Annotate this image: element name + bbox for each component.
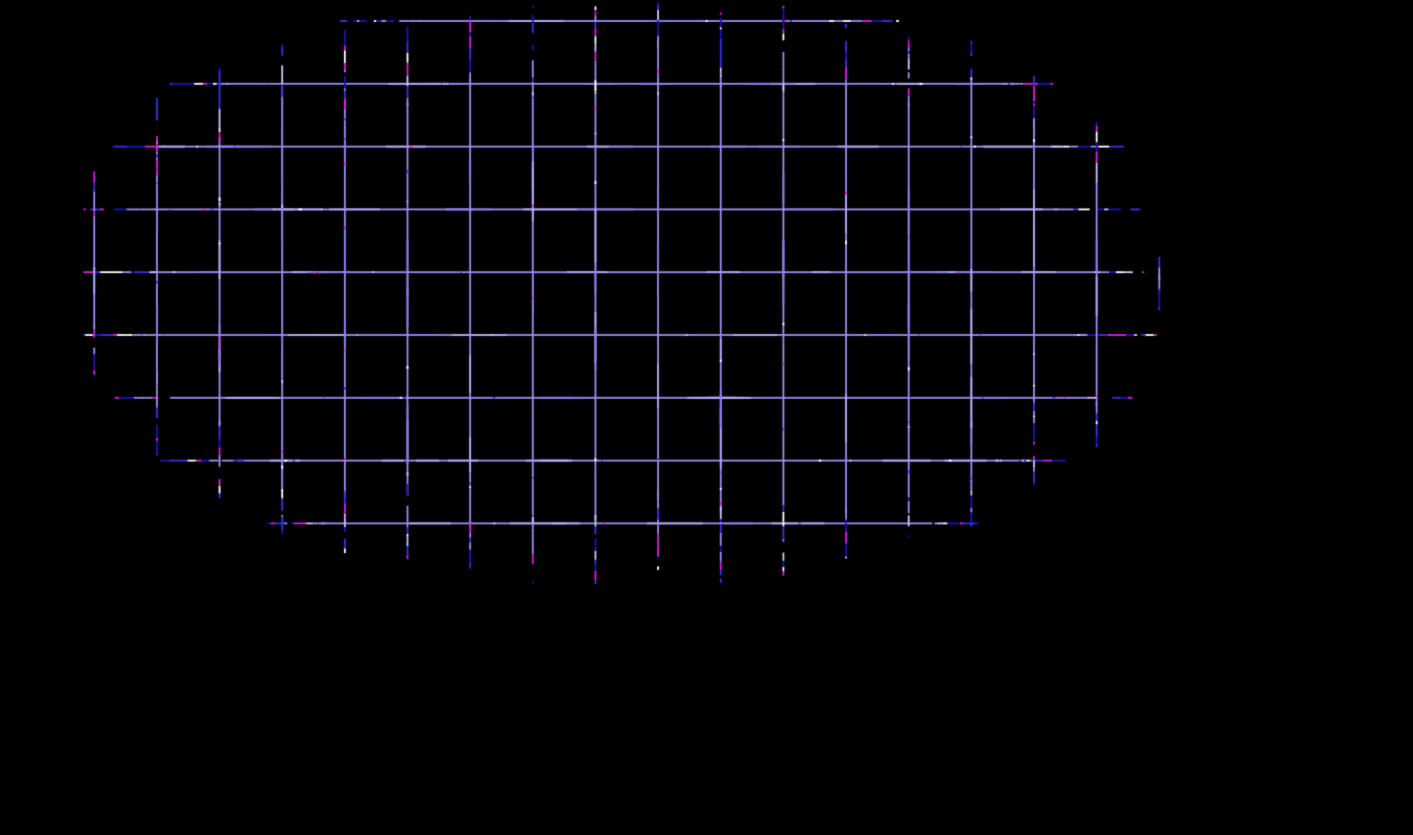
spotlit-grid-canvas	[0, 0, 1413, 835]
render-stage	[0, 0, 1413, 835]
